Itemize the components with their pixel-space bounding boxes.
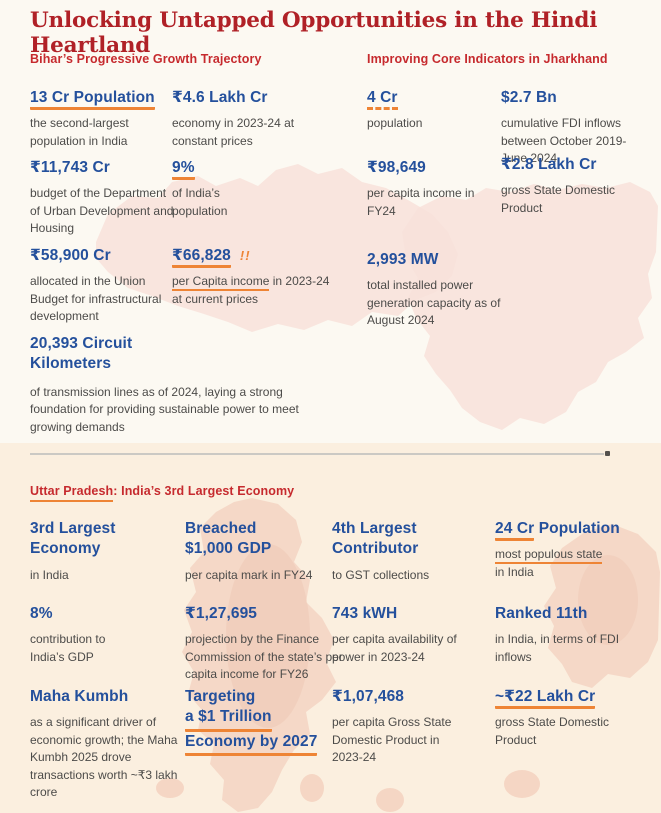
map-blob-1 xyxy=(156,778,184,798)
stat-value: ₹4.6 Lakh Cr xyxy=(172,89,268,106)
stat-desc: most populous state in India xyxy=(495,547,603,579)
stat-desc: per capita mark in FY24 xyxy=(185,567,313,582)
stat-value: 24 Cr Population xyxy=(495,519,650,541)
stat-value: Maha Kumbh xyxy=(30,688,129,705)
uttar-pradesh-map-fragment xyxy=(544,524,660,688)
stat-up-gdp-per-capita: Breached $1,000 GDP per capita mark in F… xyxy=(185,519,335,584)
stat-jharkhand-power-capacity: 2,993 MW total installed power generatio… xyxy=(367,250,527,330)
stat-value: Ranked 11th xyxy=(495,605,588,622)
stat-up-gsdp: ~₹22 Lakh Cr gross State Domestic Produc… xyxy=(495,687,650,749)
stat-up-maha-kumbh: Maha Kumbh as a significant driver of ec… xyxy=(30,687,180,801)
stat-jharkhand-gsdp: ₹2.8 Lakh Cr gross State Domestic Produc… xyxy=(501,155,651,217)
stat-up-power-availability: 743 kWH per capita availability of power… xyxy=(332,604,472,666)
map-blob-2 xyxy=(300,774,324,802)
stat-desc: budget of the Department of Urban Develo… xyxy=(30,186,174,236)
bihar-map-silhouette xyxy=(96,164,458,332)
page-title: Unlocking Untapped Opportunities in the … xyxy=(30,8,598,58)
stat-value: $2.7 Bn xyxy=(501,89,557,106)
stat-desc: economy in 2023-24 at constant prices xyxy=(172,116,295,148)
stat-desc: per capita Gross State Domestic Product … xyxy=(332,715,452,765)
stat-desc: in India xyxy=(30,567,69,582)
stat-value: ₹58,900 Cr xyxy=(30,247,111,264)
uttar-pradesh-map-shade xyxy=(226,544,310,728)
stat-value: ₹98,649 xyxy=(367,159,426,176)
stat-bihar-population: 13 Cr Population the second-largest popu… xyxy=(30,88,170,150)
uttar-pradesh-fragment-shade xyxy=(578,555,638,645)
stat-value: 20,393 Circuit Kilometers xyxy=(30,335,133,373)
stat-value: 9% xyxy=(172,158,292,180)
stat-desc: allocated in the Union Budget for infras… xyxy=(30,274,162,324)
stat-value: ₹66,828!! xyxy=(172,246,347,268)
stat-desc: of transmission lines as of 2024, laying… xyxy=(30,384,299,434)
stat-bihar-economy: ₹4.6 Lakh Cr economy in 2023-24 at const… xyxy=(172,88,322,150)
stat-desc: population xyxy=(367,116,423,131)
stat-value: Targeting a $1 Trillion Economy by 2027 xyxy=(185,687,355,757)
stat-value: ₹2.8 Lakh Cr xyxy=(501,156,597,173)
stat-value: ~₹22 Lakh Cr xyxy=(495,687,650,709)
divider-end-dot xyxy=(605,451,610,456)
stat-desc: per capita availability of power in 2023… xyxy=(332,632,457,664)
stat-jharkhand-per-capita-income: ₹98,649 per capita income in FY24 xyxy=(367,158,497,220)
stat-desc: total installed power generation capacit… xyxy=(367,278,501,328)
map-blob-4 xyxy=(504,770,540,798)
stat-value: 8% xyxy=(30,605,53,622)
stat-up-fdi-rank: Ranked 11th in India, in terms of FDI in… xyxy=(495,604,640,666)
stat-up-per-capita-gsdp: ₹1,07,468 per capita Gross State Domesti… xyxy=(332,687,482,767)
stat-up-trillion-target: Targeting a $1 Trillion Economy by 2027 xyxy=(185,687,355,757)
stat-jharkhand-fdi: $2.7 Bn cumulative FDI inflows between O… xyxy=(501,88,651,168)
stat-desc: per capita income in FY24 xyxy=(367,186,475,218)
stat-value: 4th Largest Contributor xyxy=(332,520,419,558)
jharkhand-section-heading: Improving Core Indicators in Jharkhand xyxy=(367,52,608,66)
bihar-section-heading: Bihar’s Progressive Growth Trajectory xyxy=(30,52,262,66)
alert-marks-icon: !! xyxy=(239,248,251,263)
stat-bihar-population-share: 9% of India’s population xyxy=(172,158,292,220)
stat-bihar-budget: ₹11,743 Cr budget of the Department of U… xyxy=(30,158,180,238)
stat-jharkhand-population: 4 Cr population xyxy=(367,88,477,133)
stat-value: 13 Cr Population xyxy=(30,88,170,110)
section-divider xyxy=(30,453,604,455)
stat-up-gst-contributor: 4th Largest Contributor to GST collectio… xyxy=(332,519,467,584)
stat-up-gdp-contribution: 8% contribution to India’s GDP xyxy=(30,604,150,666)
stat-up-economy-rank: 3rd Largest Economy in India xyxy=(30,519,160,584)
stat-desc: cumulative FDI inflows between October 2… xyxy=(501,116,627,166)
jharkhand-map-silhouette xyxy=(402,182,658,430)
stat-desc: contribution to India’s GDP xyxy=(30,632,106,664)
stat-desc: of India’s population xyxy=(172,186,228,218)
stat-desc: gross State Domestic Product xyxy=(495,715,610,747)
stat-value: 4 Cr xyxy=(367,88,477,110)
stat-bihar-per-capita-income: ₹66,828!! per Capita income in 2023-24 a… xyxy=(172,246,347,308)
stat-bihar-transmission-lines: 20,393 Circuit Kilometers of transmissio… xyxy=(30,334,350,436)
stat-up-population: 24 Cr Population most populous state in I… xyxy=(495,519,650,581)
peach-section-background xyxy=(0,443,661,813)
stat-value: ₹1,27,695 xyxy=(185,605,258,622)
stat-value: ₹1,07,468 xyxy=(332,688,405,705)
stat-bihar-union-budget: ₹58,900 Cr allocated in the Union Budget… xyxy=(30,246,190,326)
stat-desc: as a significant driver of economic grow… xyxy=(30,715,178,800)
stat-value: ₹11,743 Cr xyxy=(30,159,110,176)
stat-value: Breached $1,000 GDP xyxy=(185,520,272,558)
stat-desc: per Capita income in 2023-24 at current … xyxy=(172,274,330,306)
stat-desc: to GST collections xyxy=(332,567,430,582)
stat-desc: the second-largest population in India xyxy=(30,116,129,148)
stat-desc: projection by the Finance Commission of … xyxy=(185,632,343,682)
stat-value: 2,993 MW xyxy=(367,251,439,268)
stat-up-income-projection: ₹1,27,695 projection by the Finance Comm… xyxy=(185,604,345,684)
stat-value: 743 kWH xyxy=(332,605,398,622)
map-blob-3 xyxy=(376,788,404,812)
stat-desc: gross State Domestic Product xyxy=(501,183,616,215)
uttar-pradesh-map-silhouette xyxy=(182,498,336,812)
stat-desc: in India, in terms of FDI inflows xyxy=(495,632,620,664)
stat-value: 3rd Largest Economy xyxy=(30,520,116,558)
uttar-pradesh-section-heading: Uttar Pradesh: India’s 3rd Largest Econo… xyxy=(30,484,294,502)
